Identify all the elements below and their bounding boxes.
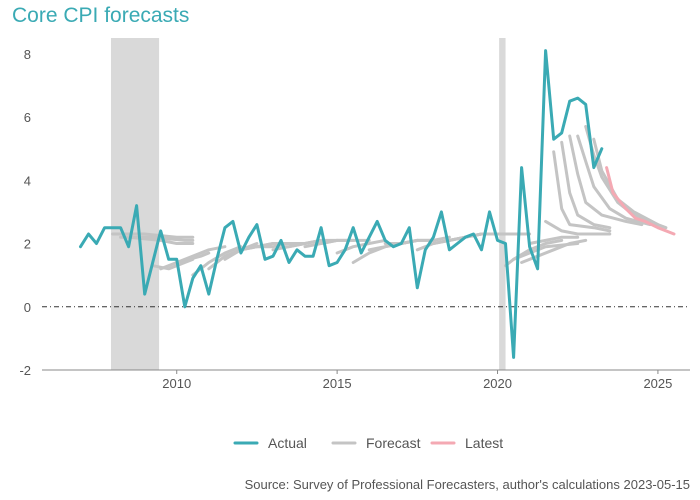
x-tick-label: 2015 — [323, 376, 352, 391]
recession-band-2 — [499, 38, 506, 370]
latest-line — [605, 166, 676, 236]
y-tick-label: -2 — [19, 363, 31, 378]
forecast-line-31 — [552, 150, 612, 233]
axes: 2010 2015 2020 2025 -2 0 2 4 6 8 — [19, 47, 690, 391]
forecast-line-15 — [319, 238, 371, 245]
x-tick-label: 2010 — [162, 376, 191, 391]
y-tick-label: 6 — [24, 110, 31, 125]
forecast-line-20 — [399, 235, 451, 245]
forecast-line-32 — [560, 140, 612, 230]
forecast-line-13 — [287, 238, 339, 249]
y-tick-label: 4 — [24, 173, 31, 188]
forecast-line-6 — [175, 245, 227, 264]
forecast-line-33 — [568, 134, 644, 227]
forecast-line-36 — [592, 137, 668, 230]
x-tick-label: 2025 — [643, 376, 672, 391]
legend-label-forecast: Forecast — [366, 435, 421, 451]
legend-label-actual: Actual — [268, 435, 307, 451]
source-note: Source: Survey of Professional Forecaste… — [244, 477, 690, 492]
y-tick-label: 2 — [24, 237, 31, 252]
forecast-lines — [111, 125, 668, 277]
y-tick-label: 8 — [24, 47, 31, 62]
forecast-line-30 — [544, 219, 612, 236]
forecast-line-3 — [127, 235, 195, 245]
recession-band-1 — [110, 38, 160, 370]
x-tick-label: 2020 — [483, 376, 512, 391]
forecast-line-11 — [255, 242, 307, 249]
legend-label-latest: Latest — [465, 435, 503, 451]
chart-title: Core CPI forecasts — [12, 4, 190, 27]
y-tick-label: 0 — [24, 300, 31, 315]
forecast-line-34 — [576, 134, 652, 227]
legend: Actual Forecast Latest — [233, 435, 503, 451]
actual-line — [79, 49, 604, 359]
series-lines — [79, 49, 676, 359]
recession-shading — [110, 38, 506, 370]
